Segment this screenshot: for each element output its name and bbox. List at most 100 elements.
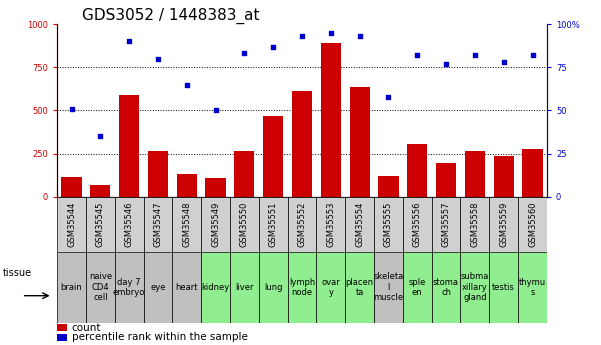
Text: count: count	[72, 323, 102, 333]
Point	[355, 33, 364, 39]
Text: GSM35544: GSM35544	[67, 201, 76, 247]
Text: GSM35552: GSM35552	[297, 201, 307, 247]
Text: lung: lung	[264, 283, 282, 292]
Bar	[230, 252, 259, 323]
Text: percentile rank within the sample: percentile rank within the sample	[72, 332, 248, 342]
Text: GSM35547: GSM35547	[153, 201, 162, 247]
Text: thymu
s: thymu s	[519, 277, 546, 297]
Bar	[230, 197, 259, 252]
Text: GSM35557: GSM35557	[442, 201, 451, 247]
Point	[211, 108, 221, 113]
Point	[96, 134, 105, 139]
Bar	[374, 197, 403, 252]
Text: subma
xillary
gland: subma xillary gland	[461, 272, 489, 302]
Bar	[86, 197, 115, 252]
Bar	[316, 197, 345, 252]
Bar	[57, 252, 86, 323]
Point	[528, 52, 537, 58]
Point	[153, 56, 163, 61]
Bar	[321, 43, 341, 197]
Bar	[460, 197, 489, 252]
Bar	[177, 174, 197, 197]
Text: GSM35546: GSM35546	[124, 201, 133, 247]
Bar	[522, 149, 543, 197]
Bar	[57, 324, 67, 331]
Point	[297, 33, 307, 39]
Bar	[350, 87, 370, 197]
Bar	[172, 252, 201, 323]
Text: GSM35559: GSM35559	[499, 201, 508, 247]
Bar	[460, 252, 489, 323]
Bar	[201, 197, 230, 252]
Point	[499, 59, 508, 65]
Bar	[61, 177, 82, 197]
Bar	[234, 151, 254, 197]
Text: stoma
ch: stoma ch	[433, 277, 459, 297]
Bar	[316, 252, 345, 323]
Bar	[489, 252, 518, 323]
Bar	[259, 197, 288, 252]
Bar	[518, 252, 547, 323]
Text: ovar
y: ovar y	[322, 277, 340, 297]
Point	[182, 82, 192, 87]
Text: placen
ta: placen ta	[346, 277, 374, 297]
Bar	[489, 197, 518, 252]
Bar	[201, 252, 230, 323]
Text: GSM35556: GSM35556	[413, 201, 422, 247]
Text: brain: brain	[61, 283, 82, 292]
Text: GSM35553: GSM35553	[326, 201, 335, 247]
Text: GSM35551: GSM35551	[269, 201, 278, 247]
Bar	[403, 197, 432, 252]
Bar	[407, 144, 427, 197]
Text: GSM35558: GSM35558	[471, 201, 480, 247]
Point	[67, 106, 76, 111]
Bar	[90, 186, 111, 197]
Text: lymph
node: lymph node	[289, 277, 315, 297]
Text: GSM35548: GSM35548	[182, 201, 191, 247]
Bar	[518, 197, 547, 252]
Text: eye: eye	[150, 283, 166, 292]
Bar	[432, 197, 460, 252]
Text: heart: heart	[175, 283, 198, 292]
Bar	[288, 252, 316, 323]
Bar	[57, 197, 86, 252]
Text: tissue: tissue	[3, 268, 32, 278]
Text: day 7
embryo: day 7 embryo	[113, 277, 145, 297]
Text: naive
CD4
cell: naive CD4 cell	[89, 272, 112, 302]
Bar	[379, 176, 398, 197]
Point	[326, 30, 335, 36]
Bar	[206, 178, 225, 197]
Bar	[403, 252, 432, 323]
Bar	[345, 197, 374, 252]
Bar	[148, 151, 168, 197]
Text: GSM35549: GSM35549	[211, 201, 220, 247]
Text: GSM35545: GSM35545	[96, 201, 105, 247]
Text: kidney: kidney	[201, 283, 230, 292]
Text: testis: testis	[492, 283, 515, 292]
Text: GSM35554: GSM35554	[355, 201, 364, 247]
Text: GSM35560: GSM35560	[528, 201, 537, 247]
Text: GDS3052 / 1448383_at: GDS3052 / 1448383_at	[82, 8, 259, 24]
Bar	[465, 151, 485, 197]
Point	[441, 61, 451, 67]
Bar	[144, 197, 172, 252]
Bar	[345, 252, 374, 323]
Bar	[259, 252, 288, 323]
Bar	[172, 197, 201, 252]
Bar	[57, 334, 67, 341]
Text: liver: liver	[235, 283, 254, 292]
Point	[470, 52, 480, 58]
Text: skeleta
l
muscle: skeleta l muscle	[373, 272, 403, 302]
Text: GSM35555: GSM35555	[384, 201, 393, 247]
Point	[269, 44, 278, 49]
Bar	[288, 197, 316, 252]
Bar	[263, 116, 283, 197]
Text: GSM35550: GSM35550	[240, 201, 249, 247]
Bar	[292, 91, 312, 197]
Bar	[119, 95, 139, 197]
Bar	[432, 252, 460, 323]
Point	[383, 94, 393, 99]
Bar	[144, 252, 172, 323]
Bar	[115, 197, 144, 252]
Bar	[374, 252, 403, 323]
